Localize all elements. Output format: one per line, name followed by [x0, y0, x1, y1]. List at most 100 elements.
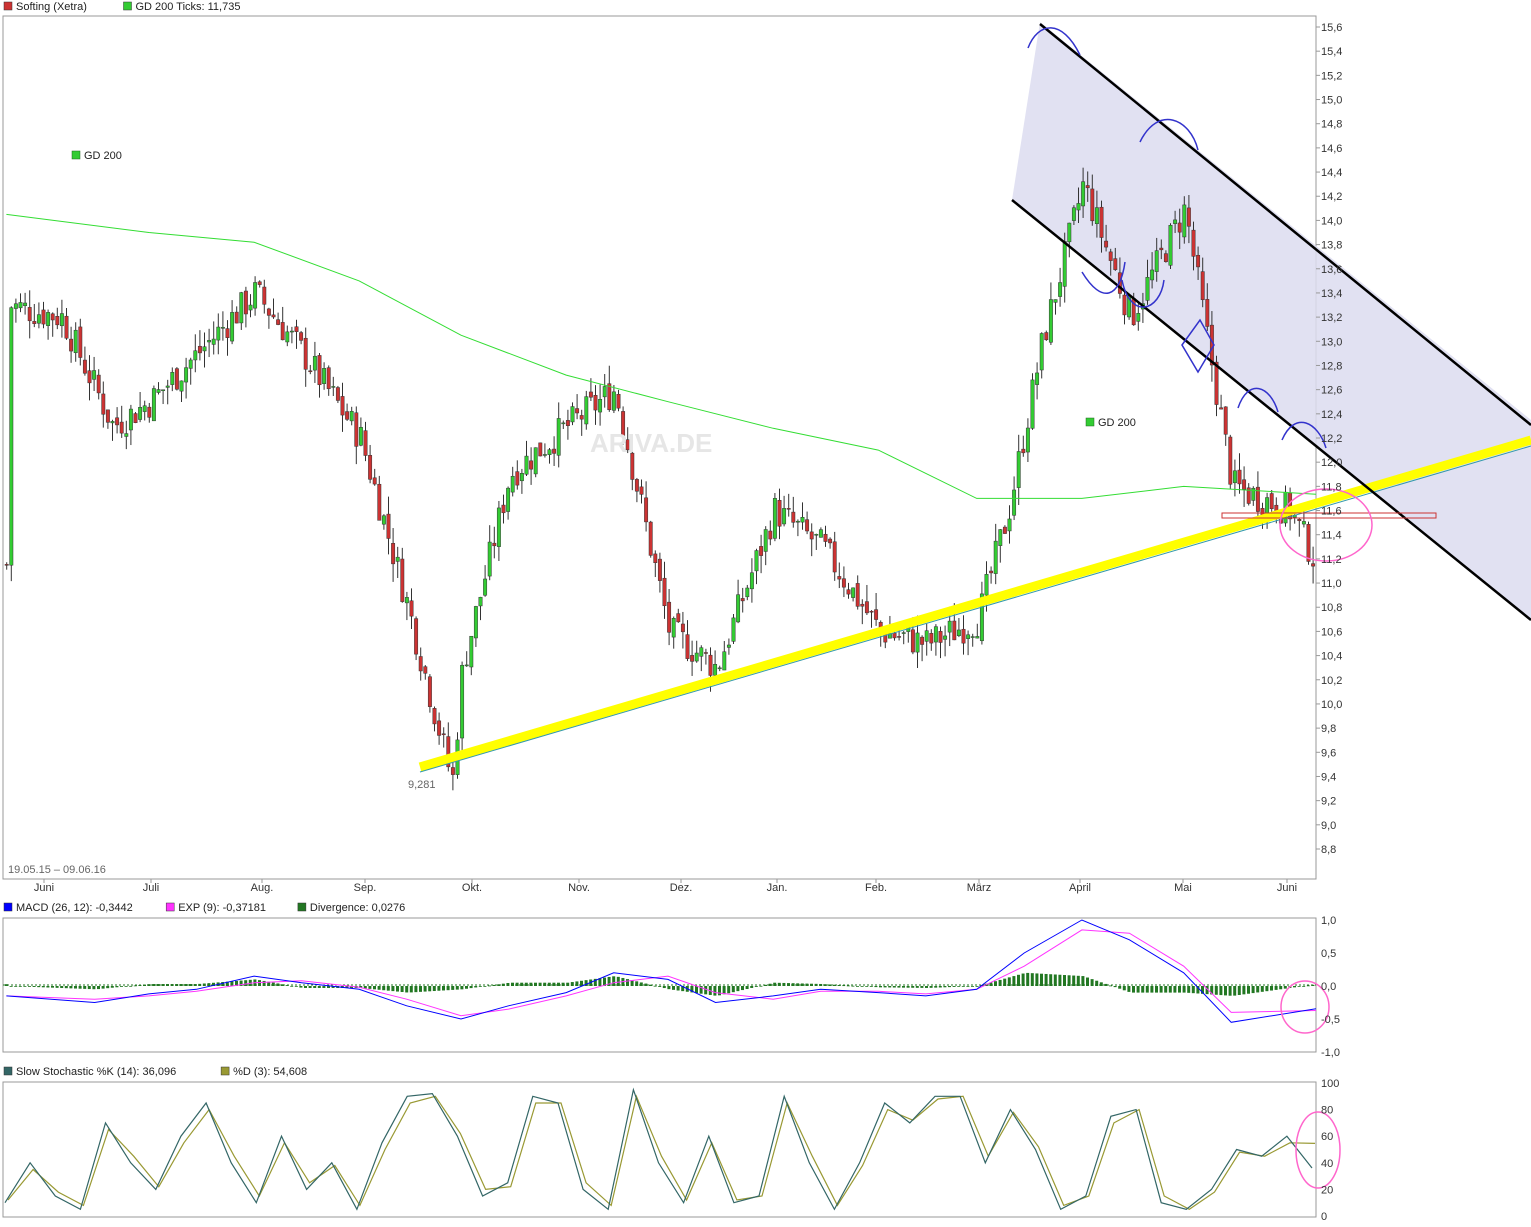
price-y-axis: 15,6 15,4 15,2 15,0 14,8 14,6 14,4 14,2 14,0 13,8…: [1316, 22, 1342, 856]
candle: [1301, 511, 1306, 528]
y-tick-label: 12,2: [1321, 433, 1342, 445]
divergence-bar: [460, 986, 464, 990]
candle: [1196, 246, 1201, 280]
divergence-bar: [1026, 972, 1030, 986]
candle: [133, 412, 138, 424]
divergence-bar: [1136, 986, 1140, 993]
candle: [377, 475, 382, 521]
candle: [749, 558, 754, 603]
divergence-bar: [212, 982, 215, 986]
candle: [607, 365, 612, 412]
divergence-bar: [244, 980, 248, 986]
y-tick-label: 9,8: [1321, 723, 1336, 735]
macd-line: [6, 919, 1317, 1023]
divergence-bar: [198, 983, 202, 986]
svg-text:GD 200: GD 200: [84, 150, 122, 162]
candle: [101, 381, 106, 428]
divergence-bar: [520, 982, 524, 986]
low-label: 9,281: [408, 779, 436, 791]
divergence-bar: [1173, 986, 1177, 993]
candle: [832, 531, 837, 581]
candle: [110, 419, 115, 441]
divergence-bar: [731, 986, 735, 993]
candle: [1081, 167, 1086, 218]
divergence-bar: [603, 977, 606, 986]
divergence-bar: [331, 986, 335, 988]
candle: [772, 493, 777, 542]
candle: [4, 562, 9, 570]
y-tick-label: 20: [1321, 1184, 1333, 1196]
y-tick-label: 12,6: [1321, 385, 1342, 397]
candle: [211, 321, 216, 355]
divergence-bar: [819, 983, 823, 986]
divergence-bar: [658, 986, 662, 987]
divergence-bar: [106, 986, 110, 989]
candle: [519, 468, 524, 494]
y-tick-label: 13,8: [1321, 240, 1342, 252]
x-tick-label: Mai: [1174, 882, 1192, 894]
candle: [998, 528, 1003, 563]
candle: [23, 292, 28, 315]
candle: [736, 579, 741, 624]
candle: [1025, 418, 1030, 462]
divergence-bar: [386, 986, 390, 991]
candle: [289, 326, 294, 344]
candle: [87, 355, 92, 401]
divergence-bar: [235, 980, 238, 986]
y-tick-label: 12,4: [1321, 409, 1342, 421]
divergence-bar: [883, 986, 887, 988]
divergence-bar: [64, 986, 68, 989]
divergence-bar: [869, 986, 873, 987]
candle: [667, 589, 672, 646]
divergence-bar: [110, 986, 114, 988]
candle: [814, 533, 819, 550]
candle: [570, 402, 575, 426]
candle: [1136, 303, 1141, 331]
y-tick-label: 10,2: [1321, 675, 1342, 687]
divergence-bar: [630, 980, 634, 986]
divergence-bar: [129, 985, 133, 987]
x-tick-label: April: [1069, 882, 1091, 894]
candle: [1191, 221, 1196, 271]
price-panel: Softing (Xetra) GD 200 Ticks: 11,735 ARIV…: [2, 1, 1531, 894]
divergence-bar: [382, 986, 386, 991]
candle: [1177, 208, 1182, 250]
candle: [78, 318, 83, 366]
divergence-bar: [593, 978, 597, 986]
candle: [174, 367, 179, 391]
divergence-bar: [60, 986, 64, 989]
date-range-label: 19.05.15 – 09.06.16: [8, 864, 106, 876]
y-tick-label: 9,6: [1321, 747, 1336, 759]
candle: [956, 618, 961, 638]
y-tick-label: 11,6: [1321, 506, 1342, 518]
annotation-circle-macd: [1280, 980, 1330, 1034]
divergence-bar: [1109, 985, 1112, 987]
divergence-bar: [598, 978, 602, 986]
x-tick-label: Juli: [143, 882, 160, 894]
candle: [754, 548, 759, 585]
divergence-bar: [612, 976, 616, 986]
candle: [510, 466, 515, 497]
y-tick-label: 15,6: [1321, 22, 1342, 34]
y-tick-label: 14,2: [1321, 191, 1342, 203]
candle: [1048, 282, 1053, 345]
divergence-bar: [1228, 986, 1232, 996]
divergence-bar: [741, 986, 744, 991]
candle: [901, 630, 906, 645]
x-tick-label: Juni: [34, 882, 54, 894]
divergence-bar: [915, 986, 919, 988]
divergence-bar: [764, 984, 767, 986]
divergence-bar: [41, 986, 45, 988]
candle: [294, 319, 299, 349]
candle: [349, 406, 354, 426]
y-tick-label: 10,6: [1321, 626, 1342, 638]
candle: [1058, 267, 1063, 307]
candle: [372, 468, 377, 486]
candle: [579, 409, 584, 436]
divergence-bar: [1067, 975, 1071, 986]
legend-label: EXP (9): -0,37181: [178, 902, 266, 914]
divergence-bar: [1201, 986, 1204, 994]
divergence-bar: [718, 986, 721, 996]
candle: [303, 327, 308, 387]
divergence-bar: [373, 986, 376, 990]
